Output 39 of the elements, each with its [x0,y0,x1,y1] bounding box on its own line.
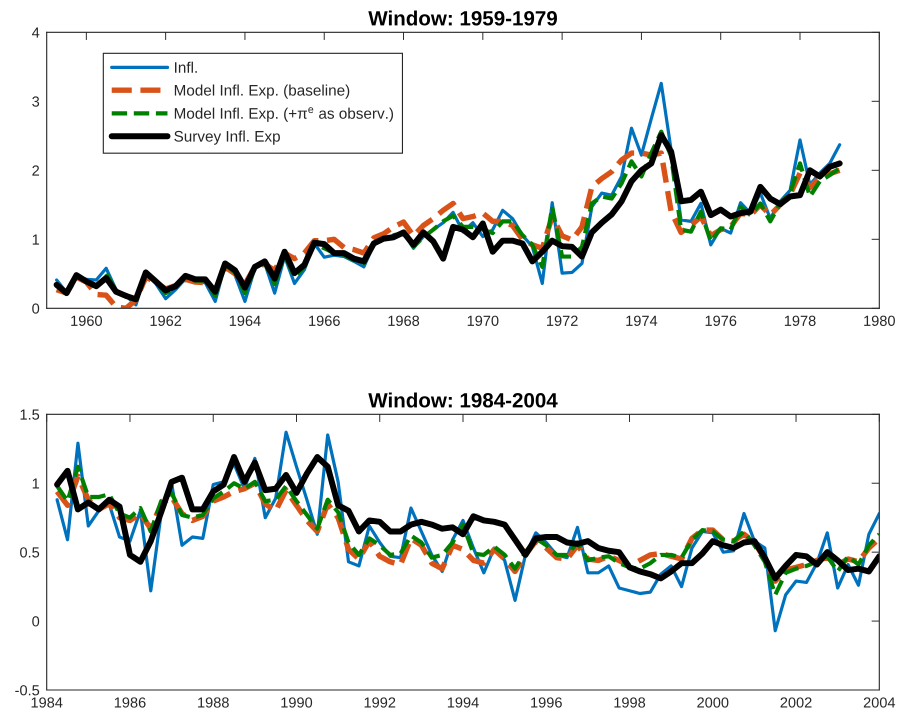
x-tick-label: 1964 [230,316,261,326]
y-tick-label: 1 [32,478,40,489]
y-tick-label: 1.5 [20,410,40,420]
x-tick-label: 1984 [32,697,62,708]
legend-label: Infl. [175,62,197,73]
y-tick-label: 3 [32,96,40,107]
x-tick-label: 1972 [547,316,578,326]
x-tick-label: 1994 [448,697,479,708]
x-tick-label: 1970 [468,316,498,326]
y-tick-label: 1 [32,234,40,245]
chart-title: Window: 1959-1979 [368,10,557,26]
x-tick-label: 1988 [198,697,229,708]
y-tick-label: 0.5 [20,547,40,558]
y-tick-label: 4 [32,28,40,38]
x-tick-label: 1980 [864,316,895,326]
x-tick-label: 1992 [364,697,396,708]
x-tick-label: 1978 [784,316,816,326]
x-tick-label: 1960 [71,316,102,326]
y-tick-label: 0 [32,616,40,627]
x-tick-label: 1986 [114,697,146,708]
x-tick-label: 1998 [614,697,646,708]
x-tick-label: 1974 [626,316,658,326]
x-tick-label: 1976 [706,316,736,326]
x-tick-label: 2004 [864,697,896,708]
legend-label: Survey Infl. Exp [174,130,280,145]
legend-label: Model Infl. Exp. (baseline) [174,84,350,99]
x-tick-label: 2002 [780,697,812,708]
legend-label: Model Infl. Exp. (+π$^{e}$ as observ.) [174,107,394,122]
y-tick-label: 0 [32,303,40,314]
chart-title: Window: 1984-2004 [368,392,558,408]
x-tick-label: 1990 [281,697,312,708]
x-tick-label: 1962 [150,316,182,326]
y-tick-label: 2 [32,165,40,176]
x-tick-label: 1966 [309,316,340,326]
x-tick-label: 2000 [697,697,728,708]
x-tick-label: 1996 [531,697,562,708]
line-series [55,464,880,597]
y-tick-label: -0.5 [15,685,40,696]
x-tick-label: 1968 [388,316,420,326]
